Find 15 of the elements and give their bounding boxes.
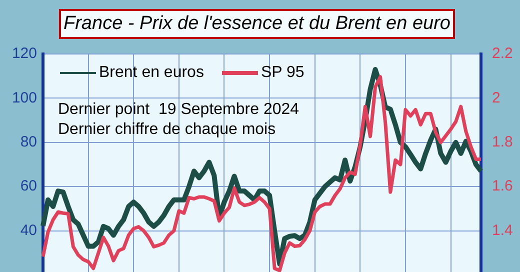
y-tick-label: 40 — [20, 222, 37, 239]
y-tick-label: 80 — [20, 134, 37, 151]
annotation: Dernier point 19 Septembre 2024 — [58, 100, 300, 120]
y2-tick-label: 2 — [492, 89, 500, 106]
y-tick-label: 120 — [12, 45, 37, 62]
annotation: Dernier chiffre de chaque mois — [58, 120, 277, 140]
legend-label: SP 95 — [260, 64, 304, 82]
y-tick-label: 60 — [20, 178, 37, 195]
y2-tick-label: 2.2 — [492, 45, 513, 62]
y-tick-label: 100 — [12, 89, 37, 106]
legend-label: Brent en euros — [99, 64, 204, 82]
y2-tick-label: 1.4 — [492, 222, 513, 239]
y2-tick-label: 1.8 — [492, 134, 513, 151]
y2-tick-label: 1.6 — [492, 178, 513, 195]
chart-title: France - Prix de l'essence et du Brent en euro — [59, 9, 455, 39]
